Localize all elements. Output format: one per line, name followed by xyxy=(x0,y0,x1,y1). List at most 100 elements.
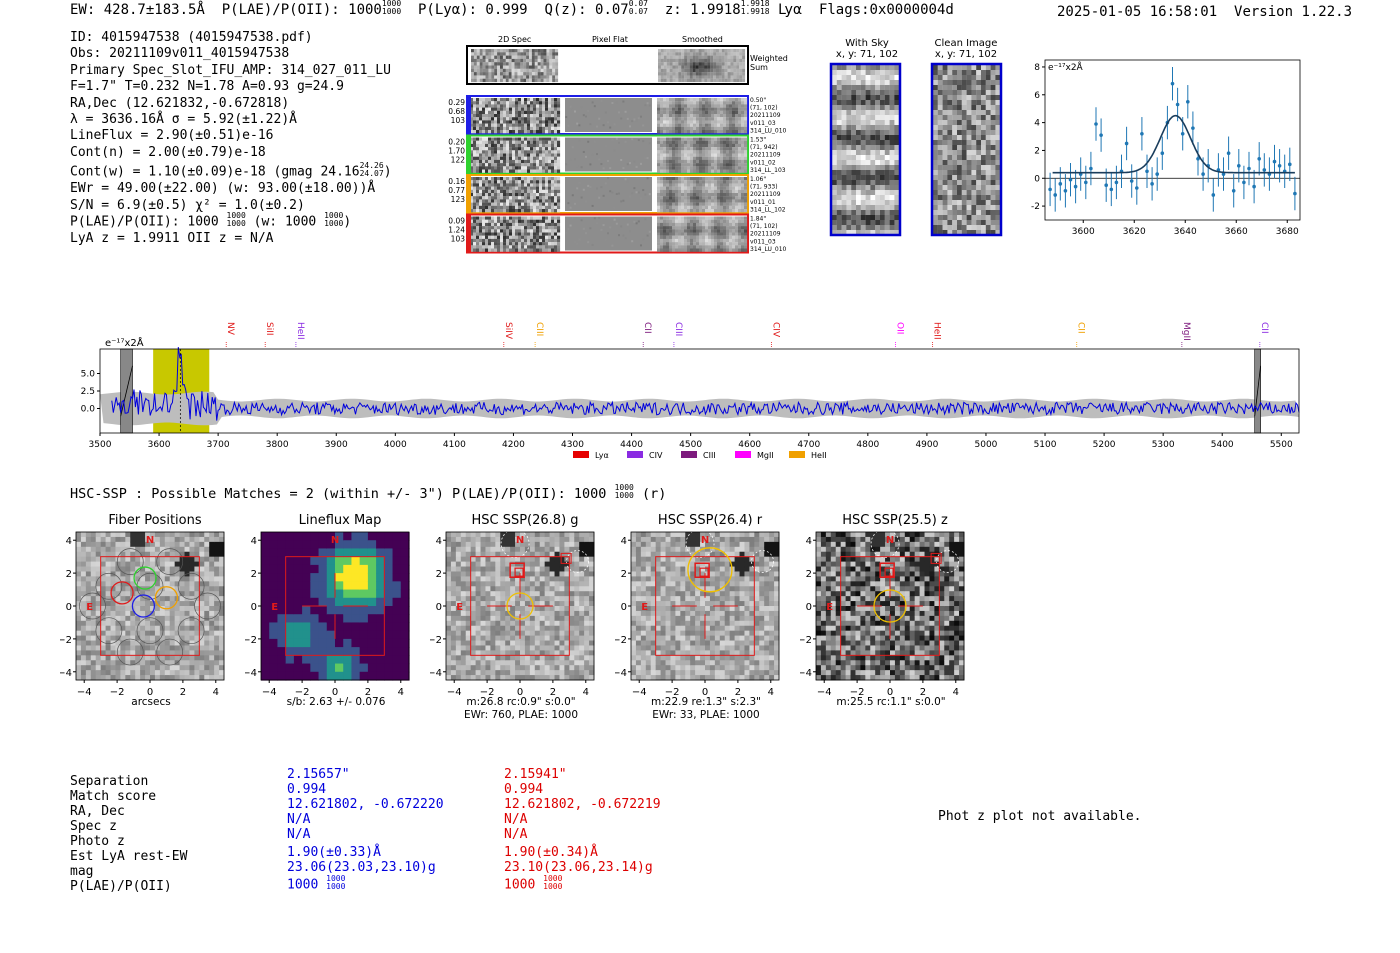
smoothed-pixel xyxy=(736,62,740,66)
smoothed-pixel xyxy=(669,229,673,233)
smoothed-pixel xyxy=(666,104,670,108)
image-pixel xyxy=(100,665,107,671)
pixel xyxy=(500,65,503,69)
spec-pixel xyxy=(476,104,480,108)
image-pixel xyxy=(95,571,102,577)
spec-pixel xyxy=(509,166,513,170)
spec-pixel xyxy=(530,222,534,227)
smoothed-pixel xyxy=(729,183,733,187)
spec-pixel xyxy=(473,107,477,111)
image-pixel xyxy=(90,675,97,681)
smoothed-pixel xyxy=(684,55,688,59)
sky-pixel xyxy=(836,125,842,131)
info-fiber: F=1.7" T=0.232 N=1.78 A=0.93 g=24.9 xyxy=(70,79,344,95)
spec-pixel xyxy=(527,147,531,151)
pixel xyxy=(552,58,556,63)
sky-pixel xyxy=(880,195,885,201)
spec-pixel xyxy=(485,193,489,197)
spec-pixel xyxy=(554,143,558,148)
smoothed-pixel xyxy=(744,202,748,206)
spec-pixel xyxy=(533,222,537,227)
smoothed-pixel xyxy=(714,229,718,233)
smoothed-pixel xyxy=(693,238,697,243)
smoothed-pixel xyxy=(724,78,728,83)
smoothed-pixel xyxy=(666,110,670,115)
clean-pixel xyxy=(937,100,943,106)
smoothed-pixel xyxy=(687,58,690,63)
pixel xyxy=(482,78,486,83)
smoothed-pixel xyxy=(663,117,667,121)
spec-pixel xyxy=(500,169,504,173)
smoothed-pixel xyxy=(705,242,709,246)
flat-noise xyxy=(637,139,640,142)
sky-pixel xyxy=(865,195,871,201)
spec-pixel xyxy=(506,123,510,127)
sky-pixel xyxy=(846,125,852,131)
smoothed-pixel xyxy=(666,235,670,239)
spec-pixel xyxy=(527,235,531,239)
smoothed-pixel xyxy=(723,222,727,227)
smoothed-pixel xyxy=(689,55,693,59)
sky-pixel xyxy=(836,230,842,236)
clean-pixel xyxy=(995,225,1001,231)
spec-pixel xyxy=(497,107,501,111)
spec-pixel xyxy=(551,245,555,249)
clean-pixel xyxy=(990,210,996,216)
spec-pixel xyxy=(533,117,537,121)
spec-pixel xyxy=(554,117,558,121)
smoothed-pixel xyxy=(666,117,670,121)
smoothed-pixel xyxy=(699,222,703,227)
spec-pixel xyxy=(488,196,492,200)
smoothed-pixel xyxy=(723,147,727,151)
spec-pixel xyxy=(518,166,522,170)
spec-pixel xyxy=(518,232,522,236)
smoothed-pixel xyxy=(693,186,697,190)
clean-pixel xyxy=(981,130,986,136)
spec-pixel xyxy=(551,248,555,252)
spec-pixel xyxy=(542,110,546,115)
spec-pixel xyxy=(512,180,516,184)
smoothed-pixel xyxy=(733,78,737,83)
spec-pixel xyxy=(539,242,543,246)
smoothed-pixel xyxy=(687,75,690,79)
spec-pixel xyxy=(479,180,483,184)
smoothed-pixel xyxy=(732,150,736,154)
spec-pixel xyxy=(494,117,498,121)
spec-pixel xyxy=(524,150,528,154)
spec-pixel xyxy=(521,232,525,236)
spec-pixel xyxy=(545,130,549,134)
sky-pixel xyxy=(870,205,876,211)
clean-pixel xyxy=(981,200,986,206)
smoothed-pixel xyxy=(657,238,661,243)
smoothed-pixel xyxy=(672,229,676,233)
row-right-value: 314_LU_010 xyxy=(750,127,787,134)
pixel xyxy=(540,52,544,56)
smoothed-pixel xyxy=(723,205,727,210)
pixel xyxy=(511,65,515,69)
image-pixel xyxy=(76,670,82,676)
smoothed-pixel xyxy=(702,222,706,227)
spec-pixel xyxy=(476,147,480,151)
spec-pixel xyxy=(545,147,549,151)
image-pixel xyxy=(85,546,92,553)
smoothed-pixel xyxy=(681,159,685,164)
spec-pixel xyxy=(515,232,519,236)
spec-pixel xyxy=(503,140,507,144)
smoothed-pixel xyxy=(739,58,743,63)
clean-pixel xyxy=(976,215,982,221)
smoothed-pixel xyxy=(707,78,711,83)
spec-pixel xyxy=(536,219,540,223)
spec-pixel xyxy=(554,107,558,111)
smoothed-pixel xyxy=(708,110,712,115)
spec-pixel xyxy=(503,242,507,246)
smoothed-pixel xyxy=(675,117,679,121)
sky-pixel xyxy=(836,215,842,221)
clean-pixel xyxy=(942,125,948,131)
smoothed-pixel xyxy=(687,62,690,66)
spec-pixel xyxy=(518,98,522,102)
smoothed-pixel xyxy=(744,177,748,181)
image-pixel xyxy=(80,655,87,661)
spec-pixel xyxy=(515,147,519,151)
clean-pixel xyxy=(976,190,982,196)
flat-noise xyxy=(640,197,642,200)
